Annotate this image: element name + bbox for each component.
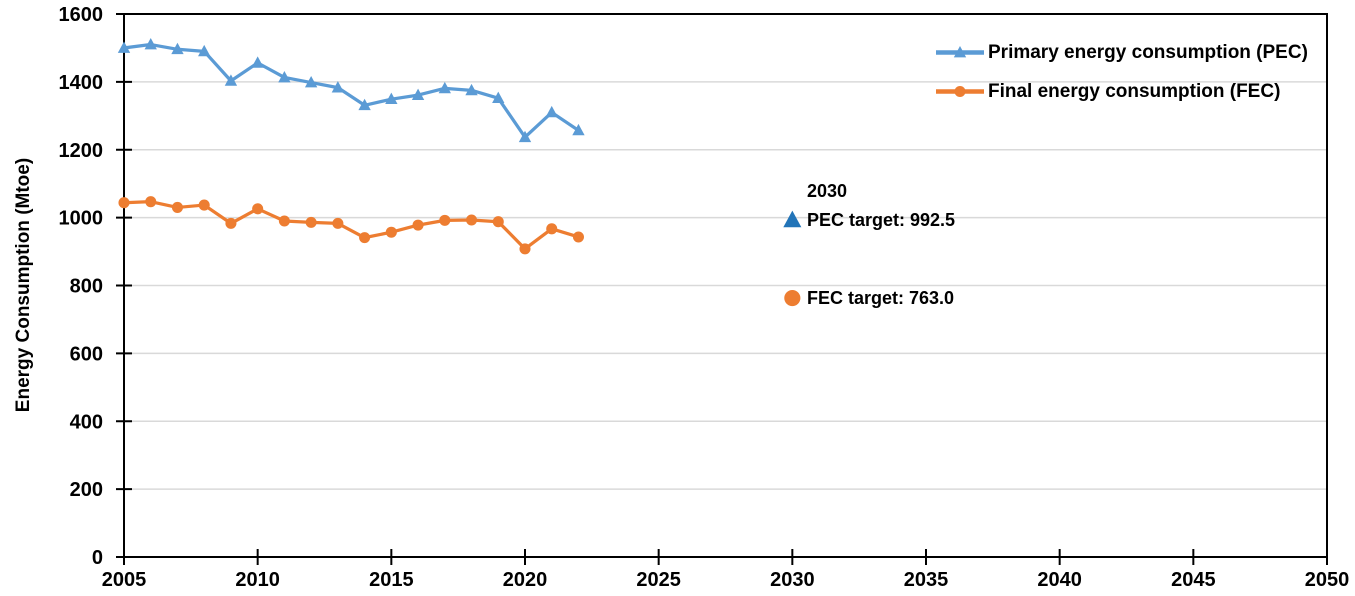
fec-series-marker [332,217,344,229]
fec-series-marker [171,201,183,213]
legend-label-fec: Final energy consumption (FEC) [988,81,1281,102]
pec-series-marker [518,130,532,143]
x-tick-label: 2045 [1171,569,1216,591]
y-tick-label: 0 [92,547,103,569]
fec-series-marker [385,226,397,238]
annotation-pec-target-label: PEC target: 992.5 [807,210,956,230]
y-tick-label: 800 [70,276,103,298]
fec-series-line [122,200,581,251]
fec-series-marker [198,199,210,211]
y-tick-label: 600 [70,343,103,365]
pec-series-marker [572,123,585,136]
fec-series-marker [252,203,264,215]
x-tick-label: 2015 [369,569,414,591]
pec-series-marker [331,81,345,93]
pec-target-marker [783,210,802,228]
fec-series-marker [118,197,130,209]
pec-series-marker [144,38,157,50]
y-tick-label: 1600 [59,4,104,26]
fec-series-marker [546,223,558,235]
y-tick-label: 400 [70,411,103,433]
pec-series-marker [224,74,238,86]
fec-series-marker [492,216,504,228]
legend-label-pec: Primary energy consumption (PEC) [988,42,1308,63]
y-tick-label: 1200 [59,140,104,162]
fec-series-marker [278,215,290,227]
y-tick-label: 1400 [59,72,104,94]
pec-series-marker [385,92,398,105]
pec-series-marker [278,70,291,83]
x-tick-label: 2035 [904,569,949,591]
fec-series-marker [412,219,424,231]
pec-series-marker [358,98,371,111]
x-tick-label: 2025 [636,569,681,591]
fec-series-marker [305,216,317,228]
x-tick-label: 2010 [235,569,280,591]
x-tick-label: 2050 [1305,569,1350,591]
pec-series-marker [492,91,505,104]
pec-series-marker [465,83,478,96]
fec-series-marker [519,243,531,255]
annotation-2030-year-label: 2030 [807,181,848,201]
y-tick-label: 200 [70,479,103,501]
pec-series-marker [171,42,184,55]
pec-legend-sample-marker [953,46,967,58]
x-tick-label: 2040 [1037,569,1082,591]
pec-series-marker [545,105,558,118]
fec-series-marker [439,214,451,226]
y-tick-label: 1000 [59,208,104,230]
pec-series-marker [117,41,131,53]
pec-series-marker [438,81,451,94]
pec-series-marker [198,44,211,57]
annotation-fec-target-label: FEC target: 763.0 [807,288,955,308]
y-axis-title: Energy Consumption (Mtoe) [13,157,34,413]
fec-target-marker [784,289,801,307]
x-tick-label: 2020 [503,569,548,591]
pec-series-marker [251,56,264,68]
pec-series-line [122,42,581,139]
fec-series-marker [359,232,371,244]
pec-series-marker [411,88,425,100]
pec-series-marker [304,76,318,88]
x-tick-label: 2005 [102,569,147,591]
fec-series-marker [225,217,237,229]
fec-series-marker [466,214,478,226]
fec-series-marker [145,196,157,208]
x-tick-label: 2030 [770,569,815,591]
fec-series-marker [572,231,584,243]
fec-legend-sample-marker [954,85,966,98]
